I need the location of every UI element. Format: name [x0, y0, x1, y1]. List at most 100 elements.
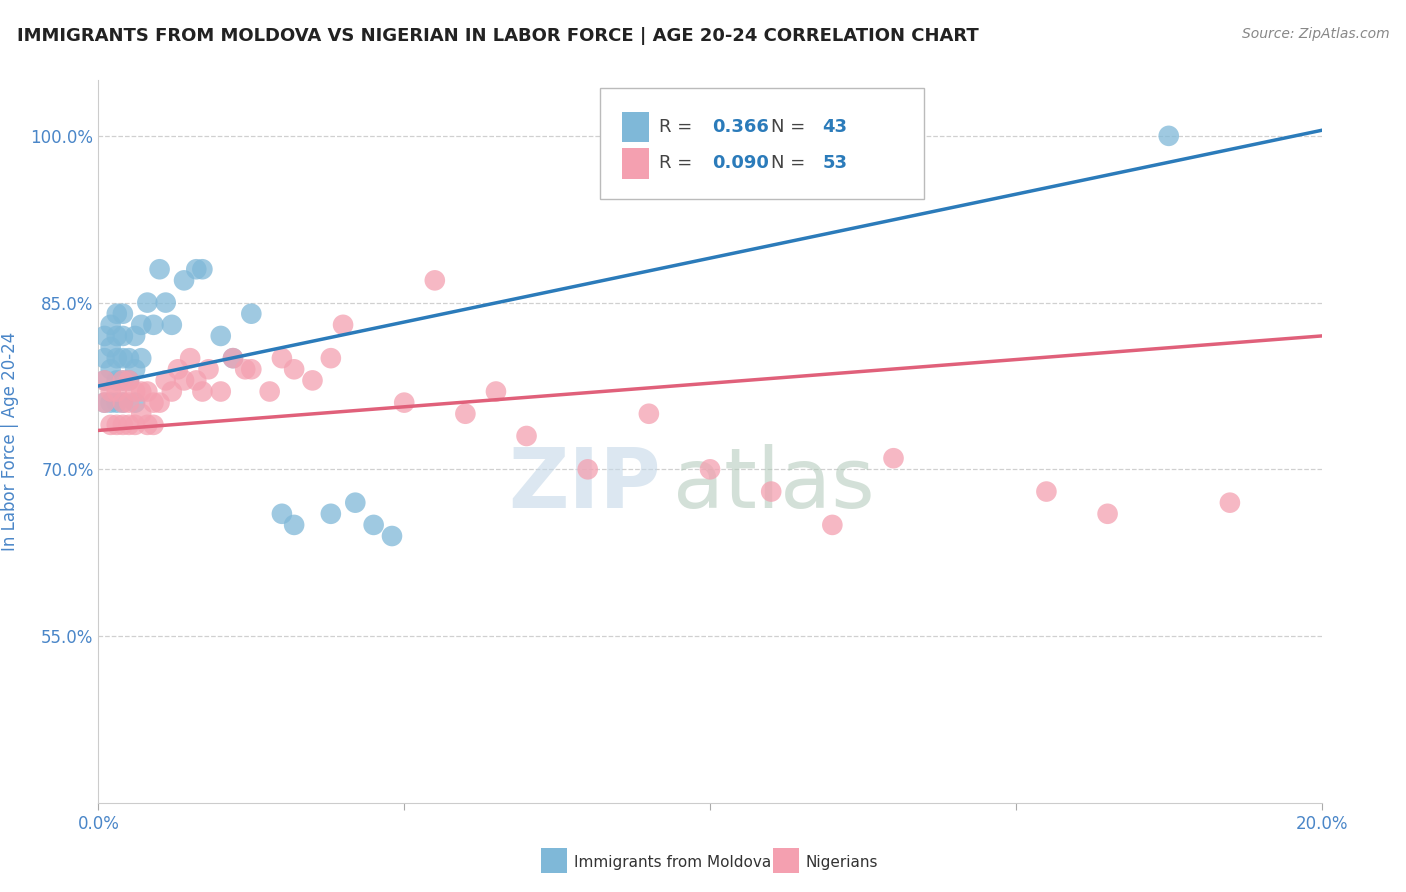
Text: Source: ZipAtlas.com: Source: ZipAtlas.com — [1241, 27, 1389, 41]
Point — [118, 373, 141, 387]
Text: R =: R = — [658, 119, 697, 136]
Point — [222, 351, 245, 366]
Point — [124, 384, 146, 399]
Point — [149, 395, 172, 409]
Point — [105, 351, 128, 366]
Point — [100, 395, 122, 409]
Text: atlas: atlas — [673, 444, 875, 525]
Point — [270, 351, 292, 366]
FancyBboxPatch shape — [621, 112, 648, 143]
Point — [124, 329, 146, 343]
Point — [136, 295, 159, 310]
Text: N =: N = — [772, 154, 811, 172]
Point — [105, 329, 128, 343]
Point — [344, 496, 367, 510]
Point — [124, 395, 146, 409]
Point — [111, 395, 134, 409]
Text: Nigerians: Nigerians — [806, 855, 879, 870]
Text: 0.366: 0.366 — [713, 119, 769, 136]
Point — [516, 429, 538, 443]
Point — [233, 362, 256, 376]
Point — [118, 351, 141, 366]
FancyBboxPatch shape — [621, 148, 648, 178]
Point — [111, 417, 134, 432]
Point — [100, 318, 122, 332]
Point — [93, 395, 115, 409]
Point — [173, 373, 195, 387]
Y-axis label: In Labor Force | Age 20-24: In Labor Force | Age 20-24 — [1, 332, 20, 551]
Point — [186, 262, 208, 277]
Point — [149, 262, 172, 277]
Point — [423, 273, 446, 287]
Point — [105, 373, 128, 387]
Point — [129, 384, 152, 399]
Point — [301, 373, 323, 387]
Point — [136, 384, 159, 399]
Point — [759, 484, 782, 499]
Point — [381, 529, 404, 543]
Point — [270, 507, 292, 521]
Point — [100, 384, 122, 399]
Text: Immigrants from Moldova: Immigrants from Moldova — [574, 855, 770, 870]
Point — [454, 407, 477, 421]
Point — [637, 407, 661, 421]
Point — [118, 417, 141, 432]
FancyBboxPatch shape — [600, 87, 924, 200]
Point — [173, 273, 195, 287]
Text: IMMIGRANTS FROM MOLDOVA VS NIGERIAN IN LABOR FORCE | AGE 20-24 CORRELATION CHART: IMMIGRANTS FROM MOLDOVA VS NIGERIAN IN L… — [17, 27, 979, 45]
Text: R =: R = — [658, 154, 697, 172]
Point — [191, 262, 214, 277]
Point — [111, 329, 134, 343]
Point — [111, 351, 134, 366]
Point — [191, 384, 214, 399]
Point — [111, 373, 134, 387]
Point — [160, 318, 183, 332]
Point — [1157, 128, 1180, 143]
Point — [124, 362, 146, 376]
Point — [179, 351, 201, 366]
Point — [222, 351, 245, 366]
Point — [240, 307, 263, 321]
Point — [1097, 507, 1119, 521]
Point — [129, 351, 152, 366]
Point — [160, 384, 183, 399]
Point — [118, 395, 141, 409]
Point — [240, 362, 263, 376]
Point — [100, 362, 122, 376]
Text: 0.090: 0.090 — [713, 154, 769, 172]
Point — [93, 373, 115, 387]
Point — [167, 362, 190, 376]
Point — [1035, 484, 1057, 499]
Text: 53: 53 — [823, 154, 848, 172]
Point — [197, 362, 219, 376]
Point — [699, 462, 721, 476]
Point — [392, 395, 416, 409]
Point — [105, 307, 128, 321]
Point — [209, 329, 232, 343]
Point — [155, 295, 177, 310]
Point — [1219, 496, 1241, 510]
Point — [576, 462, 599, 476]
Text: ZIP: ZIP — [509, 444, 661, 525]
Point — [142, 395, 165, 409]
Point — [111, 373, 134, 387]
Point — [485, 384, 508, 399]
Point — [93, 329, 115, 343]
Point — [319, 507, 342, 521]
Text: N =: N = — [772, 119, 811, 136]
Point — [209, 384, 232, 399]
Point — [129, 407, 152, 421]
Point — [186, 373, 208, 387]
Point — [142, 417, 165, 432]
Point — [105, 417, 128, 432]
Point — [93, 373, 115, 387]
Point — [332, 318, 354, 332]
Point — [124, 417, 146, 432]
Point — [283, 517, 305, 532]
Text: 43: 43 — [823, 119, 848, 136]
Point — [129, 318, 152, 332]
Point — [142, 318, 165, 332]
Point — [259, 384, 281, 399]
Point — [93, 395, 115, 409]
Point — [821, 517, 844, 532]
